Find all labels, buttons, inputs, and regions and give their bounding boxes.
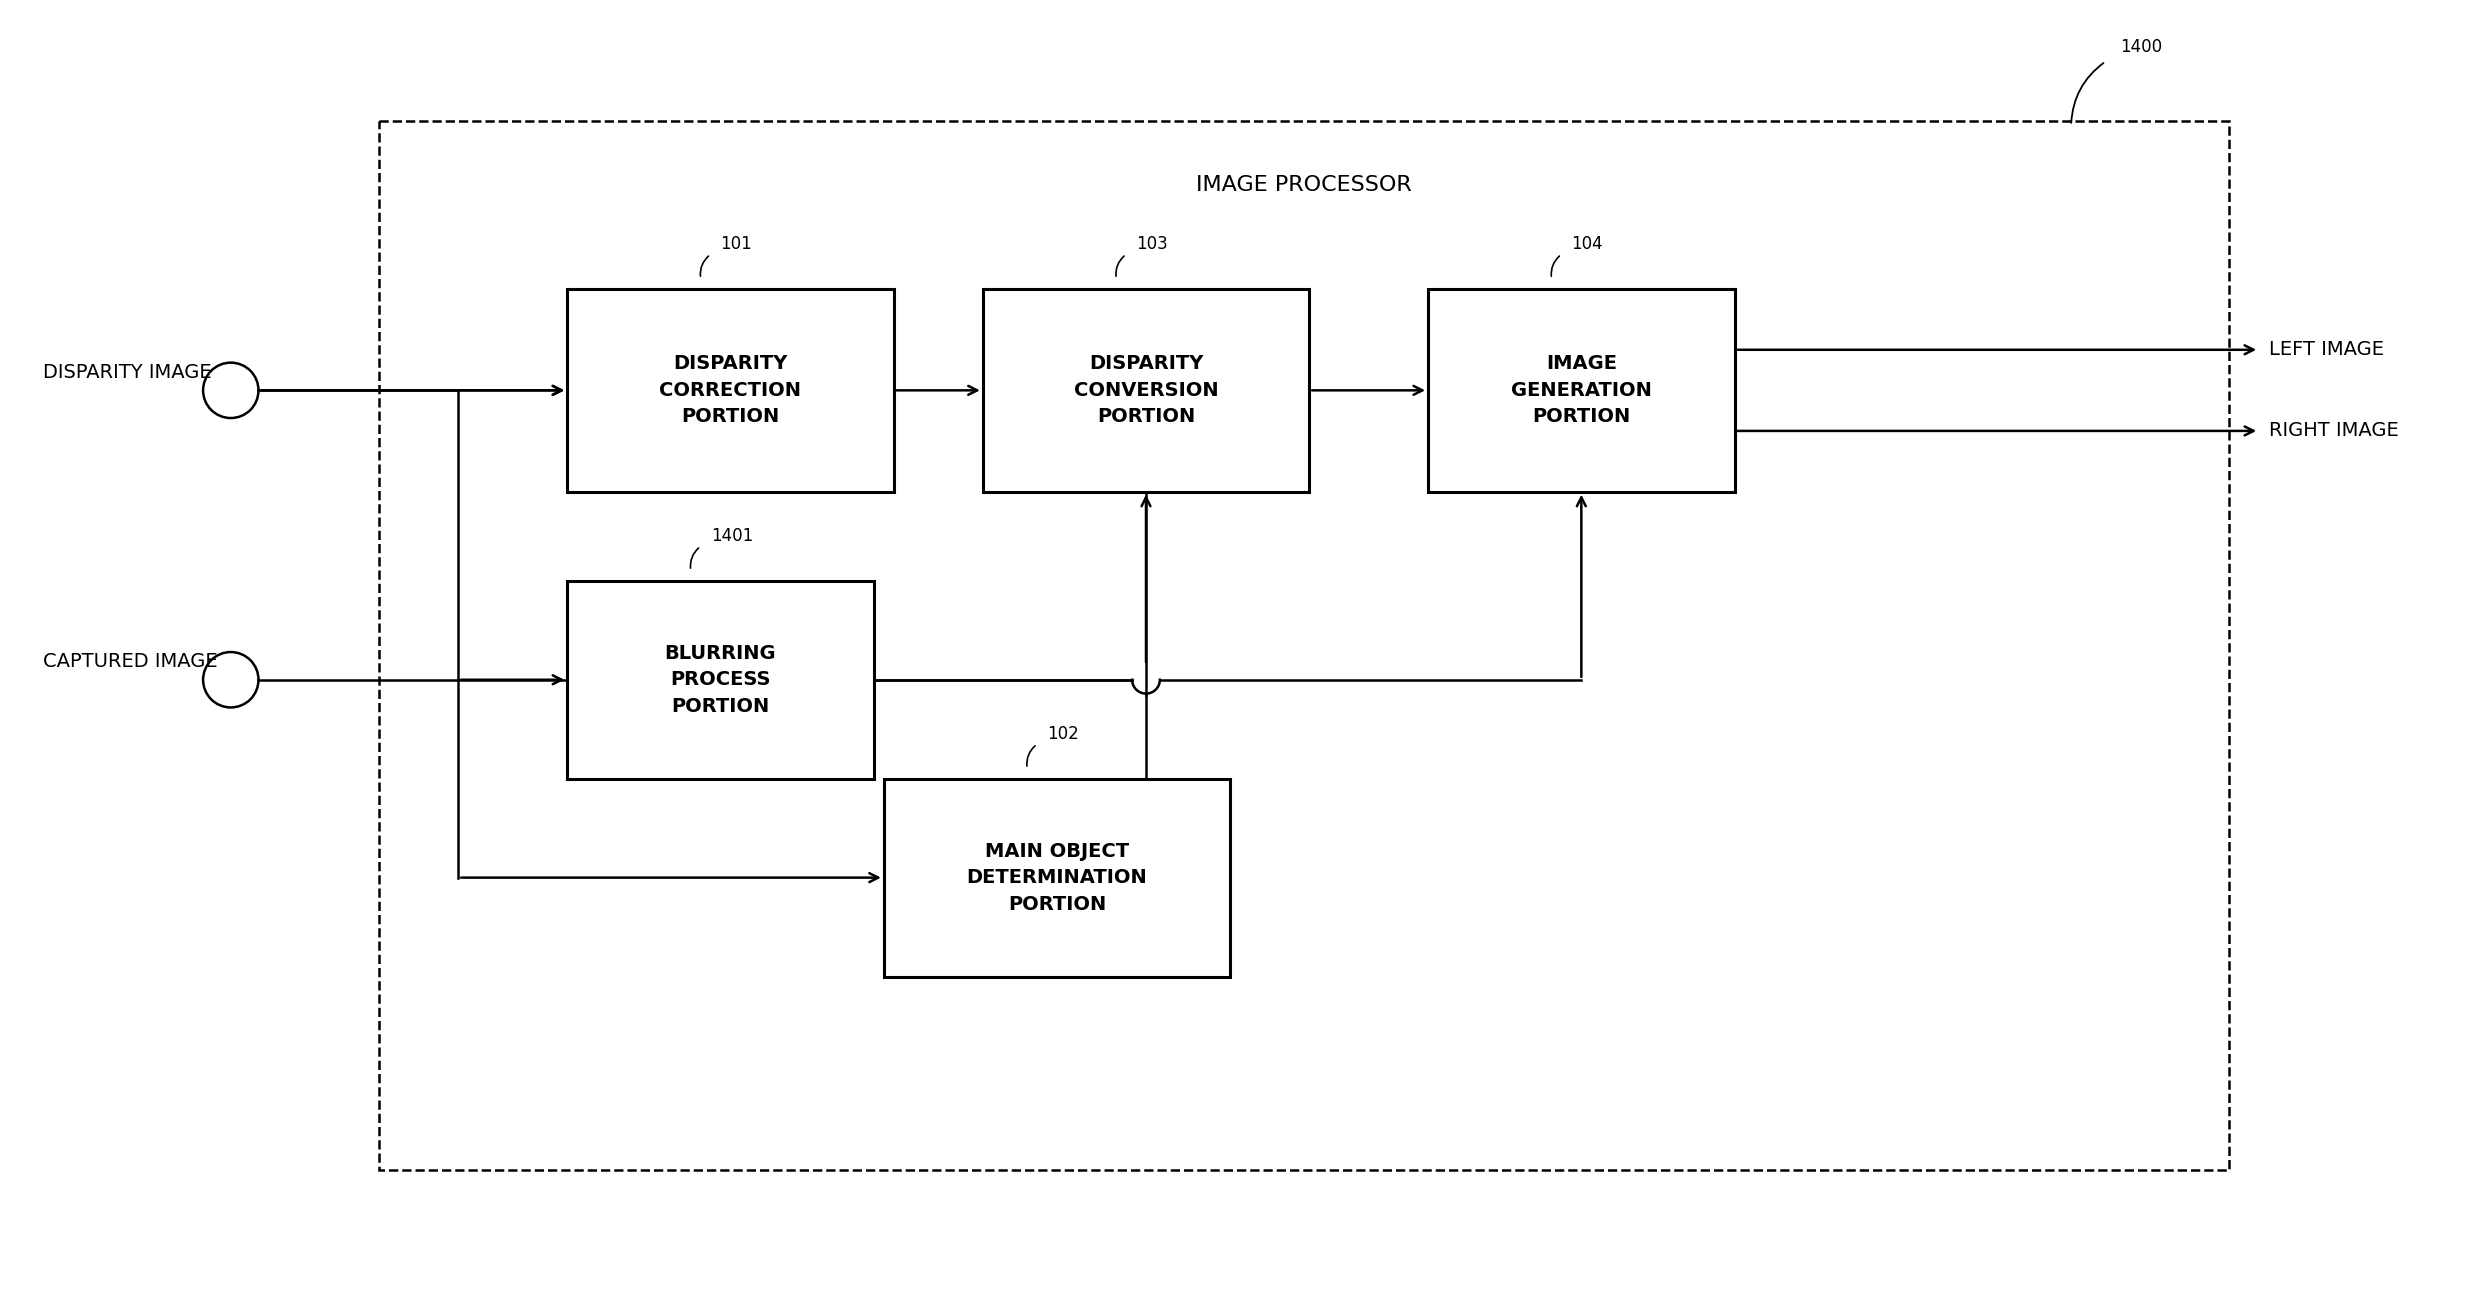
Bar (1427, 289, 1735, 492)
Text: CAPTURED IMAGE: CAPTURED IMAGE (42, 652, 218, 670)
Text: LEFT IMAGE: LEFT IMAGE (2270, 340, 2384, 359)
Bar (567, 581, 875, 779)
Text: IMAGE
GENERATION
PORTION: IMAGE GENERATION PORTION (1512, 354, 1653, 426)
Text: MAIN OBJECT
DETERMINATION
PORTION: MAIN OBJECT DETERMINATION PORTION (966, 841, 1147, 913)
Bar (567, 289, 895, 492)
Text: 1400: 1400 (2121, 38, 2163, 55)
Text: DISPARITY IMAGE: DISPARITY IMAGE (42, 362, 211, 382)
Text: DISPARITY
CONVERSION
PORTION: DISPARITY CONVERSION PORTION (1073, 354, 1219, 426)
Text: 103: 103 (1135, 235, 1167, 253)
Text: 1401: 1401 (711, 527, 753, 546)
Bar (885, 779, 1229, 976)
Bar (379, 121, 2230, 1169)
Text: 104: 104 (1571, 235, 1603, 253)
Text: 102: 102 (1048, 726, 1078, 743)
Text: BLURRING
PROCESS
PORTION: BLURRING PROCESS PORTION (664, 644, 776, 716)
Text: 101: 101 (721, 235, 753, 253)
Bar (984, 289, 1308, 492)
Text: IMAGE PROCESSOR: IMAGE PROCESSOR (1197, 174, 1412, 195)
Text: RIGHT IMAGE: RIGHT IMAGE (2270, 421, 2399, 441)
Text: DISPARITY
CORRECTION
PORTION: DISPARITY CORRECTION PORTION (659, 354, 800, 426)
